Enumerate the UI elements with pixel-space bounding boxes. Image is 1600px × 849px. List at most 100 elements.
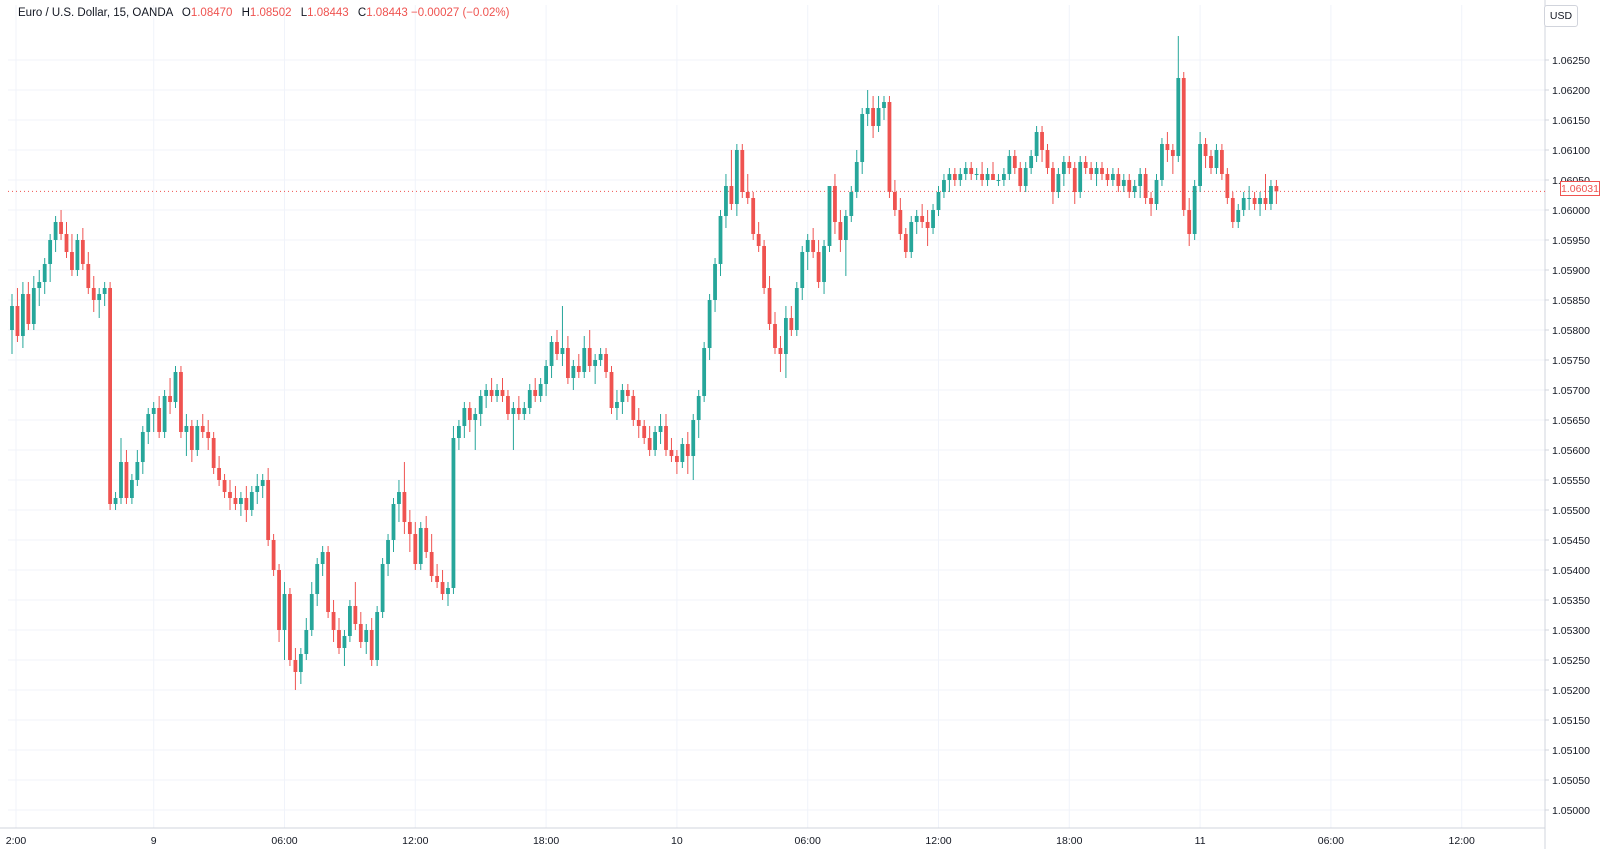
- candle: [484, 384, 489, 408]
- candle-body: [1241, 198, 1246, 210]
- candle-body: [1034, 132, 1039, 156]
- candle-body: [789, 318, 794, 330]
- candle: [233, 486, 238, 510]
- candle-body: [446, 588, 450, 594]
- time-tick-label: 06:00: [1318, 835, 1344, 847]
- candle-body: [969, 168, 974, 174]
- candle-body: [380, 564, 385, 612]
- candle-body: [320, 552, 325, 564]
- candle: [696, 390, 701, 438]
- candle: [925, 210, 930, 246]
- candle-body: [391, 504, 396, 540]
- candle: [936, 186, 941, 216]
- candle-body: [669, 450, 674, 456]
- candle: [1192, 180, 1197, 240]
- candle-body: [1252, 198, 1257, 204]
- candle-body: [37, 282, 42, 288]
- candle: [849, 186, 854, 222]
- candle-body: [424, 528, 429, 552]
- candle-body: [173, 372, 178, 402]
- candle: [669, 438, 674, 462]
- candle-body: [636, 420, 641, 426]
- high-label: H: [241, 7, 250, 19]
- candle-body: [473, 414, 478, 420]
- time-tick-label: 18:00: [1056, 835, 1082, 847]
- candle-body: [980, 174, 984, 180]
- time-scale[interactable]: 2:00 9 06:00 12:00 18:00 10 06:00 12:00 18:00 11 0…: [6, 835, 1475, 847]
- candle-body: [1165, 144, 1170, 150]
- candle: [1078, 156, 1083, 198]
- candle-body: [582, 348, 587, 372]
- candle-body: [506, 396, 510, 414]
- candle-body: [833, 186, 837, 222]
- candle-body: [222, 480, 227, 492]
- currency-button[interactable]: USD: [1544, 5, 1578, 27]
- candle-body: [266, 480, 271, 540]
- time-tick-label: 06:00: [795, 835, 821, 847]
- candle-body: [80, 240, 85, 264]
- candle: [435, 564, 439, 588]
- price-scale[interactable]: 1.05000 1.05050 1.05100 1.05150 1.05200 1.052…: [1545, 55, 1590, 817]
- candle-body: [871, 108, 875, 126]
- candle: [745, 174, 750, 204]
- candle: [64, 222, 69, 258]
- time-tick-label: 12:00: [925, 835, 951, 847]
- candle: [625, 384, 630, 402]
- time-tick-label: 11: [1195, 835, 1206, 847]
- candle: [266, 468, 271, 546]
- candle: [391, 498, 396, 552]
- candle-body: [151, 408, 156, 414]
- candle-body: [631, 396, 636, 420]
- candle: [1094, 162, 1099, 186]
- candle: [473, 408, 478, 450]
- candle: [604, 348, 608, 378]
- candle: [985, 168, 990, 186]
- candle-body: [70, 252, 74, 270]
- candle: [495, 384, 499, 402]
- candle: [244, 486, 249, 522]
- candle-body: [53, 222, 58, 240]
- candle: [462, 402, 467, 438]
- chart-legend: Euro / U.S. Dollar, 15, OANDA O1.08470 H…: [18, 7, 509, 19]
- candle: [1176, 36, 1181, 162]
- candle: [239, 492, 243, 516]
- price-tick-label: 1.05900: [1552, 265, 1590, 277]
- candle-body: [195, 426, 200, 450]
- candle: [1241, 192, 1246, 216]
- candle-body: [1045, 150, 1050, 168]
- candle: [1170, 144, 1175, 174]
- candle: [119, 438, 123, 504]
- candle-body: [200, 426, 205, 432]
- candle: [348, 600, 352, 642]
- candle-body: [642, 426, 647, 438]
- candle-body: [1138, 174, 1143, 186]
- candle: [538, 378, 543, 402]
- candle-body: [854, 162, 859, 192]
- candle: [980, 162, 984, 186]
- candle: [718, 210, 723, 276]
- candle-body: [952, 174, 957, 180]
- candle: [931, 204, 935, 234]
- low-value: 1.08443: [307, 7, 349, 19]
- candle-body: [1176, 78, 1181, 156]
- candle-body: [282, 594, 287, 630]
- candle: [1143, 168, 1148, 204]
- candle-body: [876, 108, 881, 126]
- candle-body: [1067, 162, 1072, 168]
- candle-body: [184, 426, 189, 432]
- candle-body: [696, 396, 701, 420]
- candle: [898, 198, 903, 240]
- candle-body: [887, 102, 892, 192]
- candle: [37, 270, 42, 306]
- candle-body: [397, 492, 401, 504]
- candle-body: [1143, 174, 1148, 198]
- candle-body: [457, 426, 461, 438]
- candle-body: [26, 294, 31, 324]
- candle-body: [1209, 156, 1213, 168]
- candle-body: [936, 192, 941, 210]
- candle: [1132, 180, 1137, 198]
- candle-body: [489, 390, 494, 396]
- candle: [42, 258, 47, 294]
- candle-body: [734, 150, 739, 204]
